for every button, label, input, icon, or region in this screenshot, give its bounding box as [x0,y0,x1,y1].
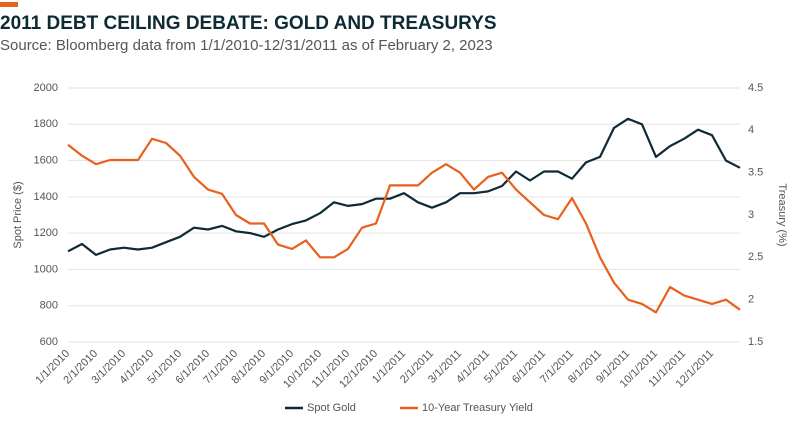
y2-tick-label: 3.5 [748,167,763,179]
y2-tick-label: 2 [748,294,754,306]
series-line [67,137,741,314]
series-line [67,117,741,256]
y-tick-label: 1200 [34,227,58,239]
y2-tick-label: 4 [748,124,754,136]
legend-label: 10-Year Treasury Yield [422,402,533,414]
chart-title: 2011 DEBT CEILING DEBATE: GOLD AND TREAS… [0,13,497,34]
y-tick-label: 1000 [34,263,58,275]
y-tick-label: 2000 [34,82,58,94]
y-axis-label: Spot Price ($) [12,181,24,248]
y2-axis-label: Treasury (%) [776,183,788,246]
y2-tick-label: 3 [748,209,754,221]
y-tick-label: 1400 [34,191,58,203]
y-tick-label: 600 [40,336,58,348]
accent-bar [0,2,18,7]
y2-tick-label: 2.5 [748,251,763,263]
y-tick-label: 800 [40,300,58,312]
y-tick-label: 1600 [34,154,58,166]
y2-tick-label: 4.5 [748,82,763,94]
chart-subtitle: Source: Bloomberg data from 1/1/2010-12/… [0,37,493,54]
y2-tick-label: 1.5 [748,336,763,348]
legend-label: Spot Gold [307,402,356,414]
y-tick-label: 1800 [34,118,58,130]
